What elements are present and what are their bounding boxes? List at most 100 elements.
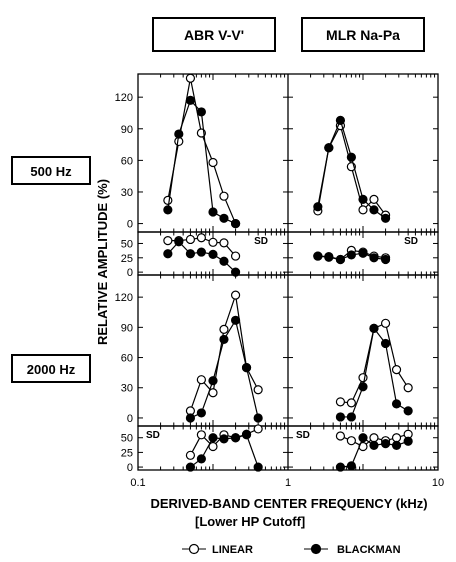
linear-data-point: [380, 318, 391, 328]
blackman-data-point: [380, 338, 391, 349]
blackman-data-point: [219, 256, 229, 266]
blackman-data-point: [358, 248, 368, 258]
y-tick-label: 60: [121, 353, 133, 365]
row-box-2000hz: [11, 354, 91, 383]
blackman-data-point: [346, 152, 356, 162]
y-tick-label: 30: [121, 383, 133, 395]
y-tick-label: 90: [121, 124, 133, 136]
blackman-data-point: [335, 462, 346, 472]
blackman-series-line: [167, 99, 236, 225]
y-tick-label: 0: [127, 219, 133, 231]
sd-tag: SD: [296, 430, 310, 441]
linear-data-point: [196, 375, 206, 385]
blackman-data-point: [369, 323, 379, 333]
blackman-data-point: [163, 249, 173, 259]
blackman-data-point: [335, 254, 346, 265]
blackman-data-point: [230, 218, 241, 229]
blackman-data-point: [219, 334, 229, 345]
linear-data-point: [369, 433, 379, 443]
linear-data-point: [208, 237, 218, 247]
linear-data-point: [230, 251, 241, 261]
linear-data-point: [185, 73, 196, 83]
sd-tag: SD: [404, 236, 418, 247]
linear-data-point: [208, 157, 218, 168]
sd-tag: SD: [254, 236, 268, 247]
header-box-abr: [152, 17, 276, 52]
y-tick-label: 25: [121, 253, 133, 265]
header-box-mlr: [301, 17, 425, 52]
blackman-data-point: [163, 205, 173, 215]
linear-data-point: [163, 195, 173, 205]
panel-group: 0 30 60 90 120 0 25 50 0 30 60 90 120 0 25 50 0.1 1 10 SD SD…: [115, 73, 444, 489]
blackman-data-point: [358, 194, 368, 204]
blackman-data-point: [369, 253, 379, 263]
blackman-data-point: [230, 433, 241, 443]
linear-data-point: [163, 236, 173, 246]
linear-data-point: [403, 383, 413, 393]
linear-data-point: [253, 424, 263, 434]
x-tick-label: 10: [432, 477, 444, 489]
blackman-data-point: [335, 412, 346, 422]
blackman-data-point: [230, 315, 241, 325]
legend: LINEAR BLACKMAN: [182, 543, 401, 556]
linear-series-line: [340, 322, 409, 404]
blackman-data-point: [174, 129, 184, 139]
blackman-data-point: [185, 462, 196, 472]
linear-data-point: [196, 233, 206, 243]
row-label-500hz: 500 Hz: [30, 164, 72, 179]
y-tick-label: 120: [115, 92, 133, 104]
y-tick-label: 0: [127, 413, 133, 425]
blackman-data-point: [185, 249, 196, 259]
y-tick-label: 50: [121, 238, 133, 250]
blackman-data-point: [219, 213, 229, 223]
blackman-data-point: [358, 433, 368, 443]
blackman-data-point: [380, 254, 391, 265]
blackman-data-point: [391, 399, 402, 409]
blackman-data-point: [403, 436, 413, 446]
y-tick-label: 0: [127, 462, 133, 474]
blackman-data-point: [196, 454, 206, 464]
legend-marker-blackman: [310, 543, 322, 555]
linear-data-point: [219, 238, 229, 248]
linear-data-point: [335, 431, 346, 441]
blackman-data-point: [313, 251, 323, 261]
blackman-data-point: [253, 462, 263, 472]
row-label-2000hz: 2000 Hz: [27, 362, 76, 377]
blackman-data-point: [208, 207, 218, 217]
blackman-data-point: [403, 406, 413, 416]
blackman-data-point: [324, 143, 334, 153]
linear-data-point: [346, 436, 356, 446]
linear-data-point: [219, 324, 229, 334]
blackman-data-point: [174, 237, 184, 247]
y-axis-label: RELATIVE AMPLITUDE (%): [95, 179, 110, 345]
blackman-data-point: [196, 107, 206, 117]
column-header-mlr: MLR Na-Pa: [326, 27, 400, 43]
blackman-data-point: [253, 413, 263, 423]
y-tick-label: 25: [121, 447, 133, 459]
linear-data-point: [185, 450, 196, 460]
y-tick-label: 90: [121, 322, 133, 334]
blackman-data-point: [380, 439, 391, 449]
y-tick-label: 120: [115, 292, 133, 304]
blackman-data-point: [346, 412, 356, 422]
linear-data-point: [369, 194, 379, 204]
linear-data-point: [219, 191, 229, 201]
legend-label-blackman: BLACKMAN: [337, 544, 401, 556]
blackman-data-point: [208, 249, 218, 259]
blackman-data-point: [335, 115, 346, 125]
linear-series-line: [189, 294, 259, 412]
linear-series-line: [167, 78, 237, 224]
blackman-data-point: [208, 433, 218, 443]
x-axis-sublabel: [Lower HP Cutoff]: [195, 514, 305, 529]
blackman-data-point: [241, 430, 252, 440]
blackman-data-point: [313, 202, 323, 212]
blackman-data-point: [391, 440, 402, 450]
blackman-data-point: [324, 252, 334, 262]
blackman-data-point: [196, 247, 206, 257]
blackman-data-point: [346, 461, 356, 471]
blackman-data-point: [369, 205, 379, 215]
linear-data-point: [335, 397, 346, 407]
blackman-data-point: [230, 267, 241, 277]
blackman-data-point: [369, 440, 379, 450]
